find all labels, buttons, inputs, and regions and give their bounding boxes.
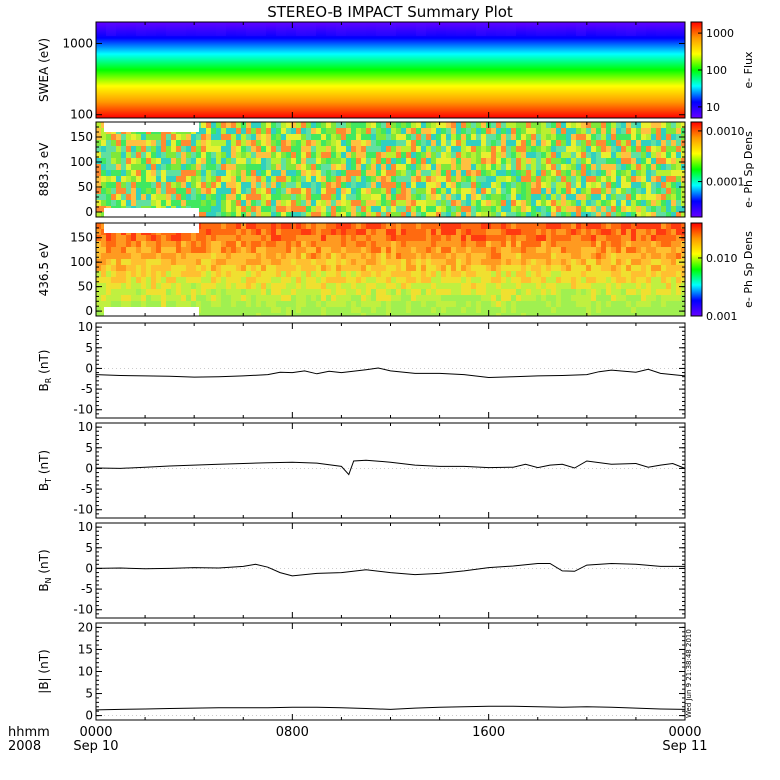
y-tick-label: 0 xyxy=(85,709,93,723)
y-tick-label: 5 xyxy=(85,441,93,455)
y-tick-label: -5 xyxy=(81,382,93,396)
x-tick-label: 0000 xyxy=(79,725,112,740)
y-tick-label: 150 xyxy=(70,231,93,245)
x-date-label: Sep 10 xyxy=(73,739,118,754)
y-tick-label: 5 xyxy=(85,341,93,355)
y-tick-label: 0 xyxy=(85,205,93,219)
colorbar-label: e- Ph Sp Dens xyxy=(742,231,755,308)
panel-3: 0 50 100 150 436.5 eV 0.001 0.010 e- Ph Sp Dens xyxy=(37,222,755,323)
colorbar-tick-label: 0.010 xyxy=(706,252,738,265)
y-tick-label: 100 xyxy=(70,108,93,122)
y-tick-label: -5 xyxy=(81,582,93,596)
panel-6: -10 -5 0 5 10 BN (nT) xyxy=(37,520,686,619)
y-tick-label: 0 xyxy=(85,561,93,575)
panel-1: 100 1000 SWEA (eV) 10 100 1000 e- Flux xyxy=(37,21,755,122)
y-tick-label: 15 xyxy=(78,642,93,656)
y-tick-label: 10 xyxy=(78,520,93,534)
x-date-label: Sep 11 xyxy=(662,739,707,754)
colorbar: 10 100 1000 e- Flux xyxy=(690,21,755,119)
y-tick-label: -10 xyxy=(73,403,93,417)
colorbar-label: e- Ph Sp Dens xyxy=(742,131,755,208)
y-axis-label: BT (nT) xyxy=(37,450,53,491)
heatmap xyxy=(96,122,685,217)
y-tick-label: 10 xyxy=(78,420,93,434)
y-tick-label: 10 xyxy=(78,320,93,334)
y-tick-label: 10 xyxy=(78,665,93,679)
y-axis-label: 883.3 eV xyxy=(37,142,51,197)
plot-title: STEREO-B IMPACT Summary Plot xyxy=(267,3,513,21)
heatmap xyxy=(96,223,685,316)
y-axis-label: SWEA (eV) xyxy=(37,38,51,102)
y-tick-label: 100 xyxy=(70,155,93,169)
y-tick-label: 150 xyxy=(70,130,93,144)
y-tick-label: 0 xyxy=(85,304,93,318)
x-tick-label: 0000 xyxy=(668,725,701,740)
y-axis-label: BR (nT) xyxy=(37,350,53,392)
x-tick-label: 1600 xyxy=(472,725,505,740)
colorbar-tick-label: 100 xyxy=(706,64,727,77)
colorbar-label: e- Flux xyxy=(742,51,755,89)
colorbar-tick-label: 0.001 xyxy=(706,310,738,323)
panel-7: 0 5 10 15 20 |B| (nT) xyxy=(37,620,686,723)
timestamp-label: Wed Jun 9 21:38:48 2010 xyxy=(685,629,693,718)
y-tick-label: 20 xyxy=(78,620,93,634)
y-tick-label: -5 xyxy=(81,482,93,496)
colorbar-tick-label: 0.0010 xyxy=(706,125,745,138)
heatmap xyxy=(96,22,685,118)
y-tick-label: -10 xyxy=(73,503,93,517)
y-tick-label: 50 xyxy=(78,180,93,194)
y-axis-label: |B| (nT) xyxy=(37,649,51,693)
y-tick-label: 0 xyxy=(85,361,93,375)
series-line xyxy=(95,367,686,379)
x-tick-label: 0800 xyxy=(276,725,309,740)
y-tick-label: 0 xyxy=(85,461,93,475)
y-tick-label: 1000 xyxy=(62,36,93,50)
y-tick-label: 5 xyxy=(85,541,93,555)
colorbar-tick-label: 0.0001 xyxy=(706,176,745,189)
colorbar: 0.001 0.010 e- Ph Sp Dens xyxy=(690,222,755,323)
series-line xyxy=(95,705,686,711)
y-axis-label: BN (nT) xyxy=(37,549,53,591)
y-tick-label: -10 xyxy=(73,603,93,617)
series-line xyxy=(95,459,686,476)
y-tick-label: 5 xyxy=(85,687,93,701)
panel-5: -10 -5 0 5 10 BT (nT) xyxy=(37,420,686,519)
colorbar-tick-label: 10 xyxy=(706,101,720,114)
y-tick-label: 100 xyxy=(70,255,93,269)
panel-4: -10 -5 0 5 10 BR (nT) xyxy=(37,320,686,419)
y-axis-label: 436.5 eV xyxy=(37,242,51,297)
x-axis-format-label: hhmm xyxy=(8,725,50,740)
colorbar-tick-label: 1000 xyxy=(706,27,734,40)
series-line xyxy=(95,562,685,577)
x-axis-year-label: 2008 xyxy=(8,739,41,754)
y-tick-label: 50 xyxy=(78,280,93,294)
